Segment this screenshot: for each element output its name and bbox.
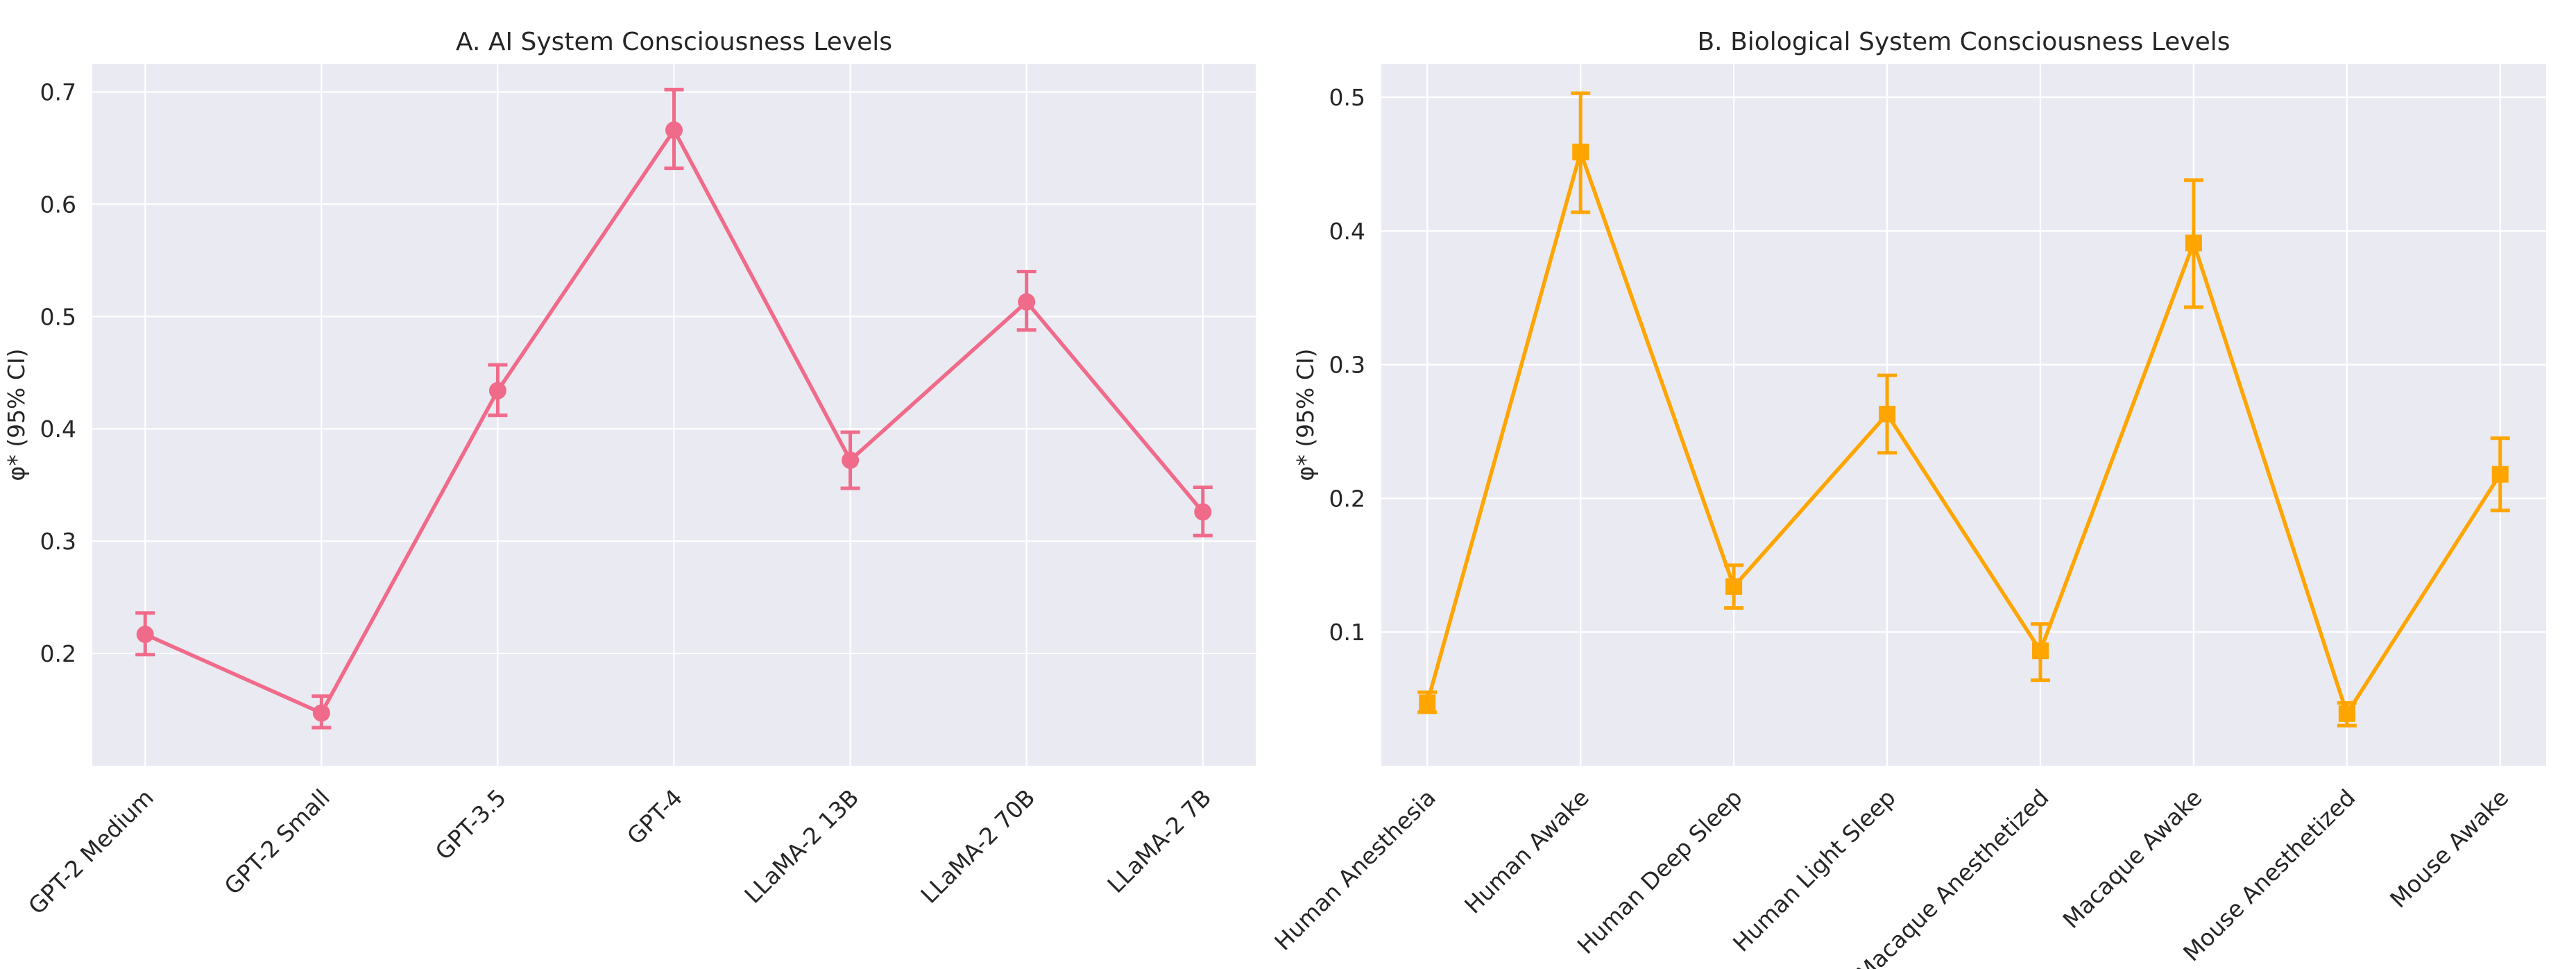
y-tick-label: 0.6 xyxy=(40,191,76,218)
data-point-macaque-awake xyxy=(2185,234,2202,252)
y-tick-label: 0.2 xyxy=(1329,485,1365,512)
data-point-human-light-sleep xyxy=(1879,406,1896,423)
x-tick-label-gpt-2-medium: GPT-2 Medium xyxy=(23,784,159,920)
series-line xyxy=(1425,150,2502,716)
chart-title: B. Biological System Consciousness Level… xyxy=(1697,28,2230,56)
data-point-gpt-4 xyxy=(665,121,683,139)
x-tick-label-macaque-awake: Macaque Awake xyxy=(2058,784,2208,934)
data-point-macaque-anesthetized xyxy=(2031,642,2049,660)
x-tick-label-human-light-sleep: Human Light Sleep xyxy=(1728,784,1901,957)
x-tick-label-human-deep-sleep: Human Deep Sleep xyxy=(1572,784,1748,959)
data-point-mouse-anesthetized xyxy=(2338,705,2355,722)
data-point-llama-2-7b xyxy=(1194,503,1212,521)
y-tick-label: 0.3 xyxy=(1329,352,1365,379)
chart-panel-ai-systems: 0.2 0.3 0.4 0.5 0.6 0.7 GPT-2 Medium GPT-2 Smal… xyxy=(3,28,1256,920)
data-point-mouse-awake xyxy=(2491,465,2509,483)
y-tick-label: 0.5 xyxy=(1329,84,1365,111)
x-tick-label-llama-2-70b: LLaMA-2 70B xyxy=(915,784,1040,909)
data-point-gpt-3-5 xyxy=(488,381,506,400)
x-tick-label-human-anesthesia: Human Anesthesia xyxy=(1269,784,1441,956)
data-point-llama-2-13b xyxy=(842,452,860,470)
data-point-human-deep-sleep xyxy=(1725,578,1743,595)
y-tick-label: 0.7 xyxy=(40,78,76,105)
x-tick-label-human-awake: Human Awake xyxy=(1459,784,1594,919)
data-point-llama-2-70b xyxy=(1018,293,1036,311)
x-tick-label-gpt-3-5: GPT-3.5 xyxy=(430,784,511,865)
x-tick-label-gpt-4: GPT-4 xyxy=(622,784,688,850)
data-point-human-anesthesia xyxy=(1419,694,1436,712)
y-axis-label: φ* (95% CI) xyxy=(3,348,30,481)
y-tick-label: 0.1 xyxy=(1329,619,1365,646)
data-point-human-awake xyxy=(1572,144,1589,161)
y-tick-label: 0.4 xyxy=(40,415,76,443)
data-point-gpt-2-medium xyxy=(136,626,154,644)
y-tick-label: 0.2 xyxy=(40,640,76,667)
chart-title: A. AI System Consciousness Levels xyxy=(456,28,892,56)
chart-panel-biological-systems: 0.1 0.2 0.3 0.4 0.5 Human Anesthesia Human Awa… xyxy=(1269,28,2546,969)
y-axis-label: φ* (95% CI) xyxy=(1292,348,1319,481)
plot-area xyxy=(1381,64,2546,766)
x-tick-label-llama-2-13b: LLaMA-2 13B xyxy=(739,784,864,909)
x-tick-label-mouse-awake: Mouse Awake xyxy=(2385,784,2514,913)
y-tick-label: 0.5 xyxy=(40,303,76,330)
x-tick-label-llama-2-7b: LLaMA-2 7B xyxy=(1102,784,1216,898)
y-tick-label: 0.4 xyxy=(1329,218,1365,245)
y-tick-label: 0.3 xyxy=(40,528,76,555)
x-tick-label-gpt-2-small: GPT-2 Small xyxy=(219,784,335,900)
data-point-gpt-2-small xyxy=(312,704,330,722)
x-tick-label-mouse-anesthetized: Mouse Anesthetized xyxy=(2178,784,2360,966)
